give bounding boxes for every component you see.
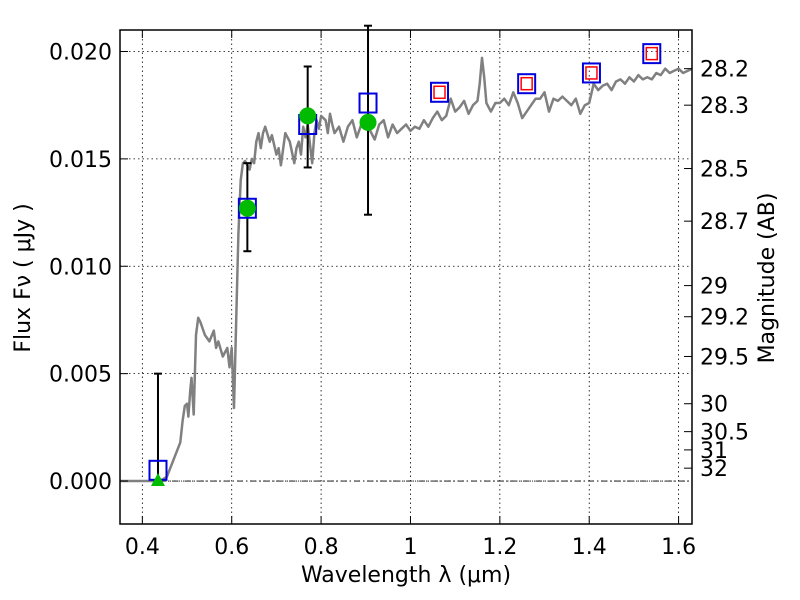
y-tick-label: 0.020 (49, 40, 112, 65)
right-tick-label: 28.5 (700, 158, 749, 183)
observed-flux-point (299, 107, 317, 125)
right-axis-label: Magnitude (AB) (755, 193, 780, 364)
photometry-markers (148, 43, 662, 487)
model-band-square (358, 92, 378, 114)
x-tick-label: 0.8 (304, 535, 339, 560)
y-tick-label: 0.010 (49, 255, 112, 280)
y-axis-ticks: 0.000 0.005 0.010 0.015 0.020 (49, 40, 128, 495)
x-tick-label: 1 (403, 535, 417, 560)
y-tick-label: 0.015 (49, 148, 112, 173)
plot-frame (119, 29, 693, 525)
x-axis-label: Wavelength λ (μm) (301, 563, 511, 588)
error-bars (153, 24, 373, 483)
red-square-marker (585, 66, 598, 80)
right-tick-label: 29 (700, 275, 728, 300)
y-tick-label: 0.000 (49, 470, 112, 495)
x-tick-label: 1.2 (482, 535, 517, 560)
right-tick-label: 32 (700, 457, 728, 482)
right-tick-label: 29.2 (700, 306, 749, 331)
y-tick-label: 0.005 (49, 363, 112, 388)
red-square-marker (645, 46, 659, 61)
grid (120, 30, 692, 524)
observed-flux-point (359, 113, 377, 131)
right-tick-label: 30.5 (700, 421, 749, 446)
y-axis-label: Flux Fν ( μJy ) (11, 203, 36, 352)
x-tick-label: 0.4 (125, 535, 160, 560)
model-band-square (517, 73, 537, 95)
template-spectrum (120, 56, 693, 483)
observed-flux-point (238, 199, 256, 217)
spectrum-line (120, 56, 693, 483)
model-band-square (642, 43, 662, 65)
right-tick-label: 29.5 (700, 345, 749, 370)
x-axis-ticks: 0.4 0.6 0.8 1 1.2 1.4 1.6 (125, 30, 696, 560)
x-tick-label: 0.6 (214, 535, 249, 560)
right-tick-label: 28.3 (700, 94, 749, 119)
model-band-square (430, 81, 450, 103)
right-tick-label: 30 (700, 393, 728, 418)
upper-limit-triangle (150, 473, 165, 487)
x-tick-label: 1.6 (661, 535, 696, 560)
red-square-marker (520, 76, 533, 91)
right-tick-label: 28.7 (700, 210, 749, 235)
right-tick-label: 31 (700, 439, 728, 464)
model-band-square (581, 62, 601, 84)
x-tick-label: 1.4 (572, 535, 607, 560)
red-square-marker (433, 85, 446, 100)
right-tick-label: 28.2 (700, 58, 749, 83)
